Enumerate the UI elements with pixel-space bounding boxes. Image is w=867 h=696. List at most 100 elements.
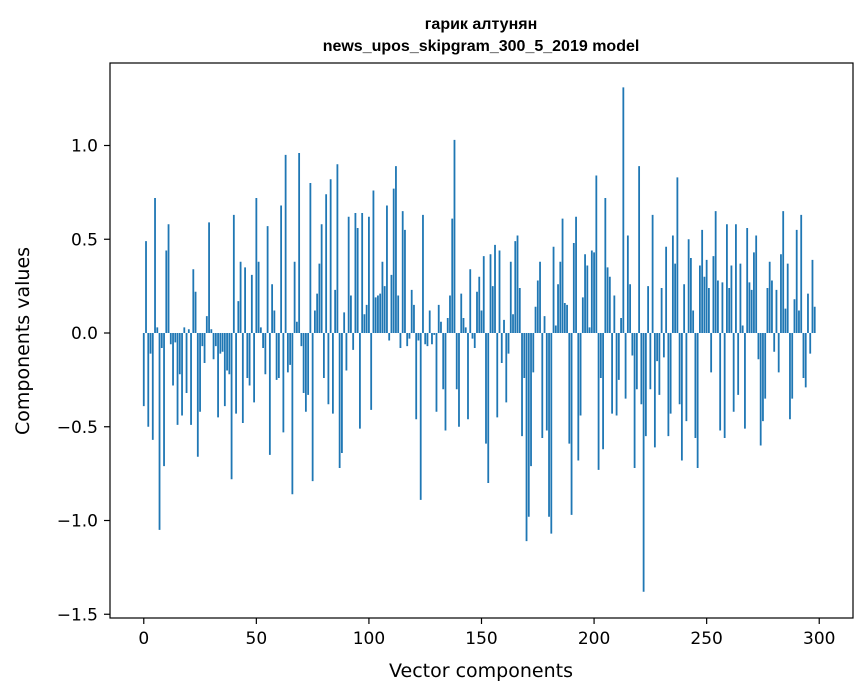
bar-21 [190,333,192,425]
bar-129 [433,333,436,335]
bar-53 [262,333,264,348]
bar-73 [307,333,310,395]
bar-36 [223,333,226,407]
bar-247 [699,265,701,333]
bar-221 [640,333,643,405]
bar-44 [241,333,244,423]
bar-147 [473,333,476,348]
bar-194 [579,333,582,416]
bar-193 [577,333,580,461]
bar-23 [194,291,197,333]
bar-297 [811,259,814,334]
bar-80 [322,333,325,378]
bar-145 [469,269,472,333]
bar-31 [212,333,215,360]
bar-28 [205,316,208,334]
bar-49 [253,333,255,403]
bar-167 [518,288,521,333]
bar-111 [392,188,395,334]
bar-229 [658,333,661,395]
bar-22 [192,269,195,333]
bar-50 [255,198,258,333]
bar-275 [762,333,764,422]
bar-122 [417,333,420,341]
bar-294 [804,333,807,388]
bar-157 [496,333,499,418]
bar-100 [368,216,370,333]
bar-123 [419,333,422,500]
bar-series [142,87,816,592]
bar-192 [575,216,577,333]
bar-225 [649,333,652,390]
bar-222 [642,333,645,592]
bar-254 [714,211,717,334]
bar-154 [489,254,492,333]
bar-235 [671,235,674,333]
bar-3 [149,333,152,354]
bar-279 [771,280,773,333]
bar-230 [660,288,663,333]
bar-271 [753,252,755,334]
bar-69 [298,153,301,333]
bar-98 [363,314,366,333]
bar-159 [500,333,503,363]
bar-64 [286,333,289,373]
x-tick-label: 150 [465,629,497,649]
bar-15 [176,333,179,425]
y-tick-label: 0.0 [71,324,98,344]
bar-261 [730,265,733,333]
bar-32 [214,333,217,347]
bar-250 [705,259,708,334]
bar-115 [401,211,404,334]
bar-14 [174,333,177,343]
bar-56 [268,333,271,455]
bar-198 [588,327,591,334]
bar-103 [374,297,377,334]
x-tick-label: 200 [578,629,610,649]
bar-27 [203,333,206,363]
bar-114 [399,333,402,348]
bar-256 [719,333,722,431]
bar-47 [248,333,251,386]
bar-196 [584,254,586,333]
bar-245 [694,333,697,438]
bar-295 [807,293,809,334]
bar-134 [444,333,447,431]
bar-51 [257,261,260,333]
bar-240 [683,284,686,333]
bar-126 [426,333,429,347]
bar-120 [413,304,415,334]
bar-283 [780,254,782,333]
bar-54 [264,333,267,375]
bar-185 [559,261,562,333]
bar-89 [343,312,346,334]
bar-93 [352,333,355,350]
bar-292 [800,214,803,334]
bar-233 [667,333,670,437]
bar-165 [514,241,517,334]
bar-169 [523,333,526,378]
bar-34 [219,333,222,354]
bar-133 [442,333,445,390]
bar-274 [759,333,762,446]
bar-57 [271,284,274,333]
bar-83 [329,179,332,333]
bar-208 [611,333,613,414]
bar-86 [336,164,339,333]
bar-203 [599,333,602,378]
bar-128 [431,333,433,345]
bar-160 [503,319,505,334]
bar-266 [741,325,744,333]
bar-186 [561,218,564,333]
bar-164 [512,314,514,333]
bar-234 [669,333,672,414]
bar-183 [554,325,557,333]
bar-288 [791,333,794,399]
bar-187 [563,303,566,333]
bar-60 [277,333,280,378]
bar-227 [653,333,656,448]
bar-273 [757,333,760,360]
bar-223 [644,333,647,437]
